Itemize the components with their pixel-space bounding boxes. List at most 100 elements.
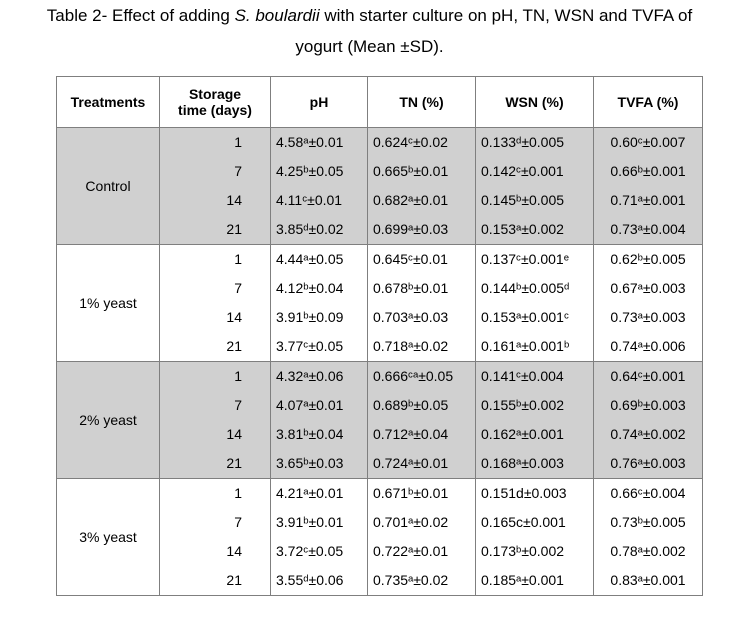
tvfa-value-cell: 0.83ᵃ±0.001 bbox=[593, 566, 703, 596]
ph-value-cell: 3.91ᵇ±0.01 bbox=[270, 508, 368, 537]
tn-value-cell: 0.703ᵃ±0.03 bbox=[367, 303, 476, 332]
ph-value-cell: 3.91ᵇ±0.09 bbox=[270, 303, 368, 332]
treatment-cell-1pct-yeast: 1% yeast bbox=[56, 244, 160, 362]
tn-value-cell: 0.735ᵃ±0.02 bbox=[367, 566, 476, 596]
tn-value-cell: 0.665ᵇ±0.01 bbox=[367, 157, 476, 186]
tvfa-value-cell: 0.62ᵇ±0.005 bbox=[593, 244, 703, 274]
table-caption-line-2: yogurt (Mean ±SD). bbox=[295, 37, 444, 56]
header-treatments: Treatments bbox=[56, 76, 160, 128]
wsn-value-cell: 0.161ᵃ±0.001ᵇ bbox=[475, 332, 594, 362]
tn-value-cell: 0.645ᶜ±0.01 bbox=[367, 244, 476, 274]
table-row: 1% yeast 1 4.44ᵃ±0.05 0.645ᶜ±0.01 0.137ᶜ… bbox=[56, 244, 703, 362]
header-row: Treatments Storage time (days) pH TN (%) … bbox=[56, 76, 703, 128]
wsn-value-cell: 0.153ᵃ±0.002 bbox=[475, 215, 594, 245]
storage-day-cell: 21 bbox=[159, 566, 271, 596]
treatment-cell-3pct-yeast: 3% yeast bbox=[56, 478, 160, 596]
tn-value-cell: 0.671ᵇ±0.01 bbox=[367, 478, 476, 508]
wsn-value-cell: 0.141ᶜ±0.004 bbox=[475, 361, 594, 391]
tvfa-value-cell: 0.73ᵃ±0.004 bbox=[593, 215, 703, 245]
wsn-value-cell: 0.162ᵃ±0.001 bbox=[475, 420, 594, 449]
tn-value-cell: 0.718ᵃ±0.02 bbox=[367, 332, 476, 362]
table-row: 14 3.91ᵇ±0.09 0.703ᵃ±0.03 0.153ᵃ±0.001ᶜ … bbox=[57, 303, 703, 332]
header-tn: TN (%) bbox=[367, 76, 476, 128]
table-row: 14 4.11ᶜ±0.01 0.682ᵃ±0.01 0.145ᵇ±0.005 0… bbox=[57, 186, 703, 215]
header-storage-line-1: Storage bbox=[188, 86, 242, 102]
storage-day-cell: 1 bbox=[159, 244, 271, 274]
wsn-value-cell: 0.144ᵇ±0.005ᵈ bbox=[475, 274, 594, 303]
ph-value-cell: 4.58ᵃ±0.01 bbox=[270, 127, 368, 157]
tn-value-cell: 0.682ᵃ±0.01 bbox=[367, 186, 476, 215]
wsn-value-cell: 0.137ᶜ±0.001ᵉ bbox=[475, 244, 594, 274]
tn-value-cell: 0.678ᵇ±0.01 bbox=[367, 274, 476, 303]
tn-value-cell: 0.624ᶜ±0.02 bbox=[367, 127, 476, 157]
ph-value-cell: 4.07ᵃ±0.01 bbox=[270, 391, 368, 420]
storage-day-cell: 7 bbox=[159, 508, 271, 537]
table-row: 21 3.77ᶜ±0.05 0.718ᵃ±0.02 0.161ᵃ±0.001ᵇ … bbox=[57, 332, 703, 362]
tvfa-value-cell: 0.73ᵃ±0.003 bbox=[593, 303, 703, 332]
tvfa-value-cell: 0.74ᵃ±0.006 bbox=[593, 332, 703, 362]
ph-value-cell: 4.44ᵃ±0.05 bbox=[270, 244, 368, 274]
storage-day-cell: 14 bbox=[159, 186, 271, 215]
storage-day-cell: 21 bbox=[159, 449, 271, 479]
caption-text-b: with starter culture on pH, TN, WSN and … bbox=[319, 6, 693, 25]
table-row: 7 3.91ᵇ±0.01 0.701ᵃ±0.02 0.165c±0.001 0.… bbox=[57, 508, 703, 537]
table-row: 3% yeast 1 4.21ᵃ±0.01 0.671ᵇ±0.01 0.151d… bbox=[56, 478, 703, 596]
wsn-value-cell: 0.185ᵃ±0.001 bbox=[475, 566, 594, 596]
ph-value-cell: 4.21ᵃ±0.01 bbox=[270, 478, 368, 508]
table-row: 7 4.12ᵇ±0.04 0.678ᵇ±0.01 0.144ᵇ±0.005ᵈ 0… bbox=[57, 274, 703, 303]
storage-day-cell: 7 bbox=[159, 157, 271, 186]
table-row: 21 3.65ᵇ±0.03 0.724ᵃ±0.01 0.168ᵃ±0.003 0… bbox=[57, 449, 703, 479]
wsn-value-cell: 0.133ᵈ±0.005 bbox=[475, 127, 594, 157]
results-table: Treatments Storage time (days) pH TN (%) … bbox=[56, 76, 703, 596]
header-storage-time: Storage time (days) bbox=[159, 76, 271, 128]
storage-day-cell: 21 bbox=[159, 332, 271, 362]
ph-value-cell: 3.55ᵈ±0.06 bbox=[270, 566, 368, 596]
table-row: Control 1 4.58ᵃ±0.01 0.624ᶜ±0.02 0.133ᵈ±… bbox=[56, 127, 703, 245]
ph-value-cell: 3.65ᵇ±0.03 bbox=[270, 449, 368, 479]
tn-value-cell: 0.689ᵇ±0.05 bbox=[367, 391, 476, 420]
header-tvfa: TVFA (%) bbox=[593, 76, 703, 128]
tn-value-cell: 0.666ᶜᵃ±0.05 bbox=[367, 361, 476, 391]
tn-value-cell: 0.724ᵃ±0.01 bbox=[367, 449, 476, 479]
ph-value-cell: 4.32ᵃ±0.06 bbox=[270, 361, 368, 391]
header-ph: pH bbox=[270, 76, 368, 128]
tn-value-cell: 0.712ᵃ±0.04 bbox=[367, 420, 476, 449]
storage-day-cell: 21 bbox=[159, 215, 271, 245]
tvfa-value-cell: 0.78ᵃ±0.002 bbox=[593, 537, 703, 566]
ph-value-cell: 4.12ᵇ±0.04 bbox=[270, 274, 368, 303]
storage-day-cell: 14 bbox=[159, 420, 271, 449]
wsn-value-cell: 0.168ᵃ±0.003 bbox=[475, 449, 594, 479]
tvfa-value-cell: 0.73ᵇ±0.005 bbox=[593, 508, 703, 537]
tn-value-cell: 0.699ᵃ±0.03 bbox=[367, 215, 476, 245]
ph-value-cell: 3.81ᵇ±0.04 bbox=[270, 420, 368, 449]
table-row: 7 4.07ᵃ±0.01 0.689ᵇ±0.05 0.155ᵇ±0.002 0.… bbox=[57, 391, 703, 420]
ph-value-cell: 4.11ᶜ±0.01 bbox=[270, 186, 368, 215]
tvfa-value-cell: 0.60ᶜ±0.007 bbox=[593, 127, 703, 157]
tvfa-value-cell: 0.64ᶜ±0.001 bbox=[593, 361, 703, 391]
tvfa-value-cell: 0.76ᵃ±0.003 bbox=[593, 449, 703, 479]
header-wsn: WSN (%) bbox=[475, 76, 594, 128]
table-caption-line-1: Table 2- Effect of adding S. boulardii w… bbox=[0, 5, 739, 27]
table-row: 21 3.55ᵈ±0.06 0.735ᵃ±0.02 0.185ᵃ±0.001 0… bbox=[57, 566, 703, 596]
tvfa-value-cell: 0.67ᵃ±0.003 bbox=[593, 274, 703, 303]
table-row: 14 3.81ᵇ±0.04 0.712ᵃ±0.04 0.162ᵃ±0.001 0… bbox=[57, 420, 703, 449]
table-row: 14 3.72ᶜ±0.05 0.722ᵃ±0.01 0.173ᵇ±0.002 0… bbox=[57, 537, 703, 566]
storage-day-cell: 1 bbox=[159, 361, 271, 391]
tvfa-value-cell: 0.66ᵇ±0.001 bbox=[593, 157, 703, 186]
caption-species-name: S. boulardii bbox=[234, 6, 320, 25]
wsn-value-cell: 0.142ᶜ±0.001 bbox=[475, 157, 594, 186]
wsn-value-cell: 0.151d±0.003 bbox=[475, 478, 594, 508]
caption-text-a: Table 2- Effect of adding bbox=[46, 6, 235, 25]
treatment-cell-2pct-yeast: 2% yeast bbox=[56, 361, 160, 479]
ph-value-cell: 3.72ᶜ±0.05 bbox=[270, 537, 368, 566]
storage-day-cell: 1 bbox=[159, 478, 271, 508]
storage-day-cell: 7 bbox=[159, 274, 271, 303]
header-storage-line-2: time (days) bbox=[178, 102, 252, 118]
tvfa-value-cell: 0.71ᵃ±0.001 bbox=[593, 186, 703, 215]
wsn-value-cell: 0.153ᵃ±0.001ᶜ bbox=[475, 303, 594, 332]
wsn-value-cell: 0.155ᵇ±0.002 bbox=[475, 391, 594, 420]
treatment-cell-control: Control bbox=[56, 127, 160, 245]
ph-value-cell: 3.77ᶜ±0.05 bbox=[270, 332, 368, 362]
wsn-value-cell: 0.165c±0.001 bbox=[475, 508, 594, 537]
storage-day-cell: 14 bbox=[159, 303, 271, 332]
